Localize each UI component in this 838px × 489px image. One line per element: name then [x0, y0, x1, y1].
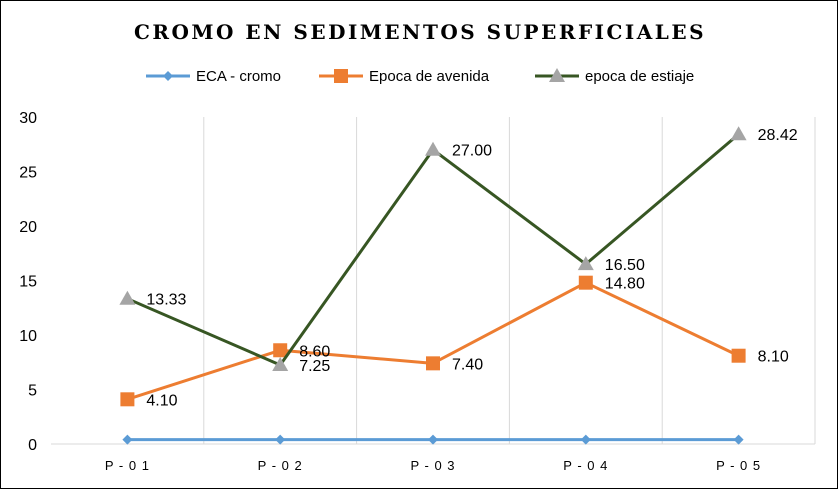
- data-label: 7.40: [452, 356, 483, 373]
- x-axis: P - 0 1 P - 0 2 P - 0 3 P - 0 4 P - 0 5: [105, 458, 761, 473]
- legend: ECA - cromo Epoca de avenida epoca de esti…: [146, 68, 694, 85]
- data-label: 14.80: [605, 276, 645, 293]
- data-point-triangle: [577, 256, 594, 271]
- data-point-triangle: [425, 141, 441, 156]
- data-labels: 4.10 8.60 7.40 14.80 8.10 13.33 7.25 27.00 16.50…: [146, 127, 797, 409]
- legend-label: epoca de estiaje: [585, 68, 694, 85]
- data-point-square: [731, 348, 746, 363]
- data-point-triangle: [272, 356, 289, 371]
- legend-item-eca-cromo: ECA - cromo: [146, 68, 281, 85]
- data-point-square: [334, 69, 348, 83]
- data-point-diamond: [428, 434, 438, 445]
- x-tick-label: P - 0 4: [563, 458, 608, 473]
- y-tick-label: 15: [19, 274, 37, 291]
- series-eca-cromo: [122, 434, 744, 445]
- legend-item-epoca-de-estiaje: epoca de estiaje: [535, 68, 694, 85]
- x-tick-label: P - 0 1: [105, 458, 150, 473]
- data-label: 8.10: [758, 349, 789, 366]
- data-label: 28.42: [758, 127, 798, 144]
- y-tick-label: 0: [28, 437, 37, 454]
- series-line: [126, 281, 740, 401]
- series-epoca-de-avenida: [120, 275, 746, 407]
- data-label: 27.00: [452, 143, 492, 160]
- series-epoca-de-estiaje: [119, 126, 747, 371]
- y-tick-label: 20: [19, 219, 37, 236]
- series-line: [126, 133, 740, 367]
- data-point-diamond: [122, 434, 133, 445]
- legend-label: ECA - cromo: [196, 68, 281, 85]
- data-point-triangle: [119, 290, 136, 305]
- legend-label: Epoca de avenida: [369, 68, 490, 85]
- data-point-square: [578, 275, 593, 290]
- data-point-triangle: [549, 68, 565, 82]
- data-point-diamond: [163, 71, 173, 81]
- y-axis: 0 5 10 15 20 25 30: [19, 110, 37, 454]
- data-point-square: [426, 356, 440, 371]
- x-tick-label: P - 0 2: [258, 458, 303, 473]
- y-tick-label: 25: [19, 165, 37, 182]
- data-point-square: [273, 343, 288, 358]
- chart-title: CROMO EN SEDIMENTOS SUPERFICIALES: [134, 20, 706, 44]
- data-point-diamond: [733, 434, 744, 445]
- data-label: 4.10: [146, 392, 177, 409]
- series-layer: [119, 126, 747, 445]
- legend-item-epoca-de-avenida: Epoca de avenida: [319, 68, 490, 85]
- y-tick-label: 5: [28, 383, 37, 400]
- x-tick-label: P - 0 5: [716, 458, 761, 473]
- data-label: 7.25: [299, 358, 330, 375]
- data-point-diamond: [275, 434, 286, 445]
- data-label: 16.50: [605, 257, 645, 274]
- data-point-square: [120, 392, 135, 407]
- data-label: 8.60: [299, 343, 330, 360]
- y-tick-label: 10: [19, 328, 37, 345]
- x-tick-label: P - 0 3: [410, 458, 455, 473]
- data-point-diamond: [580, 434, 591, 445]
- grid: [51, 117, 816, 445]
- y-tick-label: 30: [19, 110, 37, 127]
- data-point-triangle: [730, 126, 747, 141]
- data-label: 13.33: [146, 292, 186, 309]
